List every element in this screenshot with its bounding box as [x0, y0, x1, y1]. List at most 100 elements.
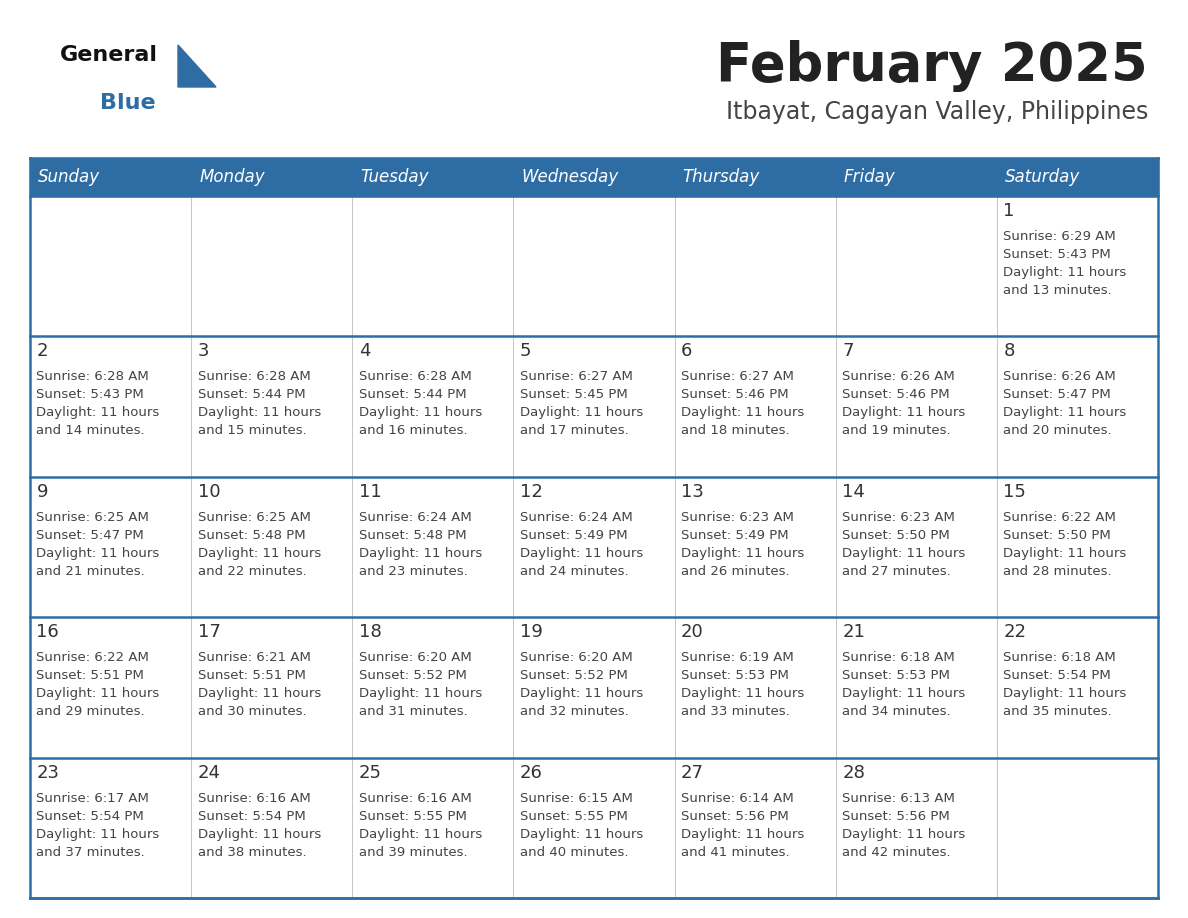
Text: 13: 13 [681, 483, 704, 501]
Text: Sunrise: 6:19 AM: Sunrise: 6:19 AM [681, 651, 794, 665]
Text: Daylight: 11 hours: Daylight: 11 hours [842, 688, 966, 700]
Text: Daylight: 11 hours: Daylight: 11 hours [681, 547, 804, 560]
Text: Sunrise: 6:18 AM: Sunrise: 6:18 AM [1004, 651, 1116, 665]
Text: and 39 minutes.: and 39 minutes. [359, 845, 467, 858]
Text: Sunday: Sunday [38, 168, 100, 186]
Text: 21: 21 [842, 623, 865, 641]
Text: Daylight: 11 hours: Daylight: 11 hours [197, 407, 321, 420]
Text: Blue: Blue [100, 93, 156, 113]
Text: Sunset: 5:53 PM: Sunset: 5:53 PM [842, 669, 950, 682]
Text: Sunset: 5:43 PM: Sunset: 5:43 PM [1004, 248, 1111, 261]
Text: 9: 9 [37, 483, 48, 501]
Text: Sunrise: 6:24 AM: Sunrise: 6:24 AM [359, 510, 472, 524]
Text: Sunset: 5:44 PM: Sunset: 5:44 PM [197, 388, 305, 401]
Text: Sunset: 5:46 PM: Sunset: 5:46 PM [681, 388, 789, 401]
Bar [30, 196, 1158, 336]
Text: and 26 minutes.: and 26 minutes. [681, 565, 790, 577]
Text: and 31 minutes.: and 31 minutes. [359, 705, 468, 718]
Text: 10: 10 [197, 483, 220, 501]
Text: Daylight: 11 hours: Daylight: 11 hours [359, 828, 482, 841]
Text: Daylight: 11 hours: Daylight: 11 hours [681, 828, 804, 841]
Text: General: General [61, 45, 158, 65]
Text: Sunset: 5:54 PM: Sunset: 5:54 PM [37, 810, 144, 823]
Text: Sunset: 5:51 PM: Sunset: 5:51 PM [37, 669, 144, 682]
Text: and 17 minutes.: and 17 minutes. [520, 424, 628, 437]
Text: Wednesday: Wednesday [522, 168, 619, 186]
Text: Sunset: 5:48 PM: Sunset: 5:48 PM [197, 529, 305, 542]
Text: Sunrise: 6:28 AM: Sunrise: 6:28 AM [197, 370, 310, 384]
Text: Sunset: 5:52 PM: Sunset: 5:52 PM [520, 669, 627, 682]
Text: Daylight: 11 hours: Daylight: 11 hours [1004, 547, 1126, 560]
Text: 17: 17 [197, 623, 221, 641]
Text: Friday: Friday [843, 168, 896, 186]
Text: Sunset: 5:54 PM: Sunset: 5:54 PM [197, 810, 305, 823]
Text: Sunset: 5:53 PM: Sunset: 5:53 PM [681, 669, 789, 682]
Bar [30, 617, 1158, 757]
Text: 24: 24 [197, 764, 221, 781]
Text: Sunrise: 6:26 AM: Sunrise: 6:26 AM [842, 370, 955, 384]
Text: Daylight: 11 hours: Daylight: 11 hours [359, 688, 482, 700]
Text: Daylight: 11 hours: Daylight: 11 hours [520, 407, 643, 420]
Text: Sunrise: 6:26 AM: Sunrise: 6:26 AM [1004, 370, 1116, 384]
Text: February 2025: February 2025 [716, 40, 1148, 92]
Text: Daylight: 11 hours: Daylight: 11 hours [520, 828, 643, 841]
Text: 3: 3 [197, 342, 209, 361]
Text: Sunrise: 6:24 AM: Sunrise: 6:24 AM [520, 510, 633, 524]
Text: Sunrise: 6:25 AM: Sunrise: 6:25 AM [37, 510, 150, 524]
Text: Sunset: 5:49 PM: Sunset: 5:49 PM [520, 529, 627, 542]
Text: 18: 18 [359, 623, 381, 641]
Text: Sunset: 5:51 PM: Sunset: 5:51 PM [197, 669, 305, 682]
Bar [30, 476, 1158, 617]
Text: Sunrise: 6:27 AM: Sunrise: 6:27 AM [520, 370, 633, 384]
Text: 14: 14 [842, 483, 865, 501]
Text: Daylight: 11 hours: Daylight: 11 hours [37, 407, 159, 420]
Text: Sunrise: 6:14 AM: Sunrise: 6:14 AM [681, 791, 794, 804]
Text: Tuesday: Tuesday [360, 168, 429, 186]
Text: and 24 minutes.: and 24 minutes. [520, 565, 628, 577]
Text: Sunrise: 6:25 AM: Sunrise: 6:25 AM [197, 510, 310, 524]
Text: Daylight: 11 hours: Daylight: 11 hours [681, 407, 804, 420]
Text: Sunrise: 6:27 AM: Sunrise: 6:27 AM [681, 370, 794, 384]
Text: Sunrise: 6:17 AM: Sunrise: 6:17 AM [37, 791, 150, 804]
Text: and 30 minutes.: and 30 minutes. [197, 705, 307, 718]
Text: and 40 minutes.: and 40 minutes. [520, 845, 628, 858]
Text: Sunrise: 6:18 AM: Sunrise: 6:18 AM [842, 651, 955, 665]
Text: 1: 1 [1004, 202, 1015, 220]
Text: 7: 7 [842, 342, 854, 361]
Text: Sunset: 5:55 PM: Sunset: 5:55 PM [359, 810, 467, 823]
Text: and 37 minutes.: and 37 minutes. [37, 845, 145, 858]
Text: Sunset: 5:45 PM: Sunset: 5:45 PM [520, 388, 627, 401]
Text: 2: 2 [37, 342, 48, 361]
Text: Daylight: 11 hours: Daylight: 11 hours [197, 828, 321, 841]
Text: Sunrise: 6:16 AM: Sunrise: 6:16 AM [359, 791, 472, 804]
Text: Sunrise: 6:15 AM: Sunrise: 6:15 AM [520, 791, 633, 804]
Text: Daylight: 11 hours: Daylight: 11 hours [1004, 407, 1126, 420]
Text: Sunset: 5:47 PM: Sunset: 5:47 PM [37, 529, 144, 542]
Text: Sunset: 5:56 PM: Sunset: 5:56 PM [842, 810, 950, 823]
Text: Sunset: 5:43 PM: Sunset: 5:43 PM [37, 388, 144, 401]
Text: and 42 minutes.: and 42 minutes. [842, 845, 950, 858]
Bar [30, 336, 1158, 476]
Text: Daylight: 11 hours: Daylight: 11 hours [842, 828, 966, 841]
Text: 25: 25 [359, 764, 381, 781]
Polygon shape [178, 45, 216, 87]
Text: and 18 minutes.: and 18 minutes. [681, 424, 790, 437]
Text: 26: 26 [520, 764, 543, 781]
Text: Daylight: 11 hours: Daylight: 11 hours [37, 688, 159, 700]
Text: 4: 4 [359, 342, 371, 361]
Text: and 16 minutes.: and 16 minutes. [359, 424, 467, 437]
Text: 6: 6 [681, 342, 693, 361]
Text: 19: 19 [520, 623, 543, 641]
Text: 16: 16 [37, 623, 59, 641]
Text: Sunset: 5:47 PM: Sunset: 5:47 PM [1004, 388, 1111, 401]
Text: Thursday: Thursday [683, 168, 760, 186]
Text: 8: 8 [1004, 342, 1015, 361]
Text: and 34 minutes.: and 34 minutes. [842, 705, 950, 718]
Text: and 20 minutes.: and 20 minutes. [1004, 424, 1112, 437]
Text: Sunset: 5:55 PM: Sunset: 5:55 PM [520, 810, 627, 823]
Text: Daylight: 11 hours: Daylight: 11 hours [842, 407, 966, 420]
Text: Itbayat, Cagayan Valley, Philippines: Itbayat, Cagayan Valley, Philippines [726, 100, 1148, 124]
Text: Sunrise: 6:23 AM: Sunrise: 6:23 AM [681, 510, 794, 524]
Text: Monday: Monday [200, 168, 265, 186]
Text: 28: 28 [842, 764, 865, 781]
